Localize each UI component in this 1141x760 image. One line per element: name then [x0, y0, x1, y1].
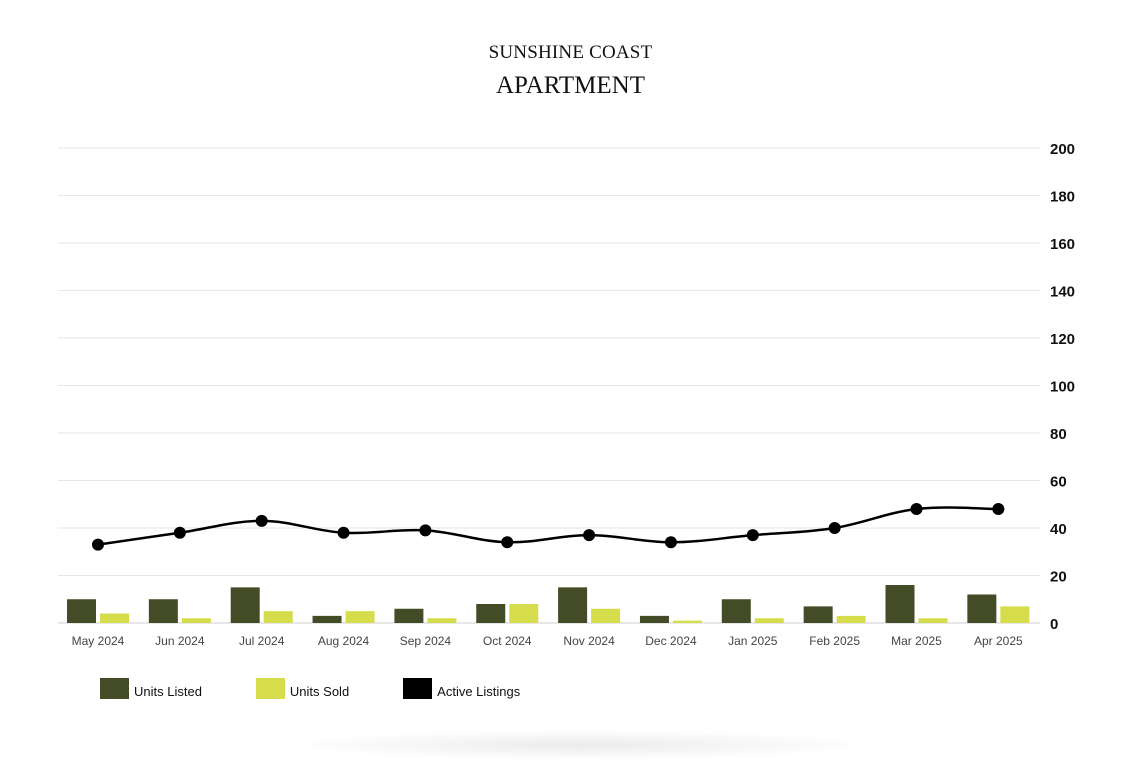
bar-units-sold [836, 615, 866, 623]
x-tick-label: Aug 2024 [318, 634, 370, 648]
x-tick-label: Feb 2025 [809, 634, 860, 648]
y-tick-label: 160 [1050, 236, 1075, 253]
x-tick-label: Mar 2025 [891, 634, 942, 648]
bar-units-listed [721, 599, 751, 623]
y-tick-label: 60 [1050, 474, 1067, 491]
bar-units-listed [885, 585, 915, 623]
bar-units-listed [967, 594, 997, 623]
chart-title: SUNSHINE COAST [488, 42, 653, 63]
bar-units-sold [672, 620, 702, 623]
legend-swatch-units-sold [255, 678, 285, 699]
legend-label-units-sold: Units Sold [289, 684, 350, 699]
bar-units-listed [476, 604, 506, 623]
x-tick-label: Jun 2024 [155, 634, 205, 648]
legend-swatch-units-listed [100, 678, 129, 699]
legend-label-active-listings: Active Listings [437, 684, 521, 699]
bar-units-sold [181, 618, 211, 623]
point-active-listings [583, 529, 596, 542]
bottom-shadow [280, 730, 880, 760]
combo-chart: 0 20 40 60 80 100 120 140 160 180 200 May 2024 Jun 2… [58, 141, 1075, 648]
x-tick-label: Nov 2024 [563, 634, 615, 648]
bar-units-listed [67, 599, 96, 623]
bar-units-sold [754, 618, 784, 623]
point-active-listings [664, 536, 677, 549]
point-active-listings [419, 524, 432, 537]
bar-units-sold [1000, 606, 1030, 623]
y-tick-label: 100 [1050, 379, 1075, 396]
y-tick-label: 180 [1050, 189, 1075, 206]
point-active-listings [173, 526, 186, 539]
bar-units-listed [230, 587, 260, 623]
x-tick-label: Sep 2024 [400, 634, 452, 648]
legend-label-units-listed: Units Listed [134, 684, 202, 699]
point-active-listings [337, 526, 350, 539]
x-tick-label: Dec 2024 [645, 634, 697, 648]
point-active-listings [255, 514, 268, 527]
x-tick-label: Apr 2025 [974, 634, 1023, 648]
bar-units-listed [558, 587, 588, 623]
bar-units-sold [263, 611, 293, 623]
legend-item-active-listings[interactable]: Active Listings [403, 678, 520, 699]
bar-units-sold [427, 618, 457, 623]
point-active-listings [828, 522, 841, 534]
bar-units-listed [639, 615, 669, 623]
y-tick-label: 140 [1050, 284, 1075, 301]
bar-units-listed [148, 599, 178, 623]
bar-units-sold [918, 618, 948, 623]
y-tick-label: 80 [1050, 426, 1067, 443]
bar-units-listed [312, 615, 342, 623]
bar-units-listed [394, 608, 424, 623]
bar-units-sold [345, 611, 375, 623]
legend-item-units-listed[interactable]: Units Listed [100, 678, 202, 699]
chart-legend: Units Listed Units Sold Active Listings [100, 678, 574, 699]
x-tick-label: Oct 2024 [483, 634, 532, 648]
bar-units-listed [803, 606, 833, 623]
y-tick-label: 0 [1050, 616, 1058, 633]
bar-units-sold [509, 604, 539, 623]
line-active-listings [97, 506, 999, 546]
legend-swatch-active-listings [403, 678, 433, 699]
x-tick-label: May 2024 [72, 634, 125, 648]
bar-units-sold [591, 608, 621, 623]
point-active-listings [92, 538, 104, 551]
chart-subtitle: APARTMENT [496, 72, 645, 99]
y-tick-label: 40 [1050, 521, 1067, 538]
y-tick-label: 120 [1050, 331, 1075, 348]
point-active-listings [501, 536, 514, 549]
legend-item-units-sold[interactable]: Units Sold [255, 678, 350, 699]
point-active-listings [746, 529, 759, 542]
bar-units-sold [100, 613, 129, 623]
x-tick-label: Jul 2024 [239, 634, 285, 648]
y-tick-label: 20 [1050, 569, 1067, 586]
y-tick-label: 200 [1050, 141, 1075, 158]
point-active-listings [910, 503, 923, 515]
x-tick-label: Jan 2025 [728, 634, 778, 648]
point-active-listings [992, 503, 1005, 515]
